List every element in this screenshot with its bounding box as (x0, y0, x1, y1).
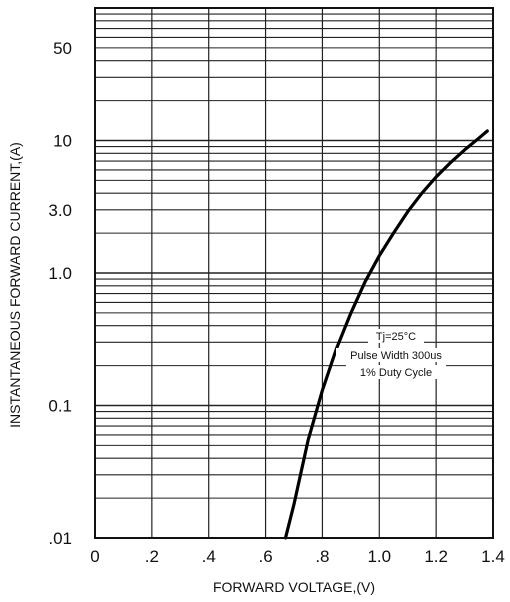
annotation-text: Pulse Width 300us (350, 350, 442, 362)
annotation-text: Tj=25°C (376, 331, 416, 343)
x-tick-label: 0 (90, 547, 99, 566)
y-tick-label: 3.0 (48, 201, 72, 220)
plot-frame (94, 7, 494, 539)
x-tick-label: .8 (315, 547, 329, 566)
x-axis-label: FORWARD VOLTAGE,(V) (213, 579, 375, 595)
series-line (283, 129, 489, 540)
x-tick-label: .6 (258, 547, 272, 566)
y-tick-label: 10 (53, 132, 72, 151)
annotation-background (368, 329, 424, 343)
y-tick-labels: .01 0.1 1.0 3.0 10 50 (48, 39, 72, 548)
y-axis-label: INSTANTANEOUS FORWARD CURRENT,(A) (7, 142, 23, 428)
x-tick-label: .4 (202, 547, 216, 566)
x-tick-label: 1.4 (481, 547, 505, 566)
x-tick-label: 1.2 (424, 547, 448, 566)
grid (95, 8, 493, 538)
x-tick-labels: 0 .2 .4 .6 .8 1.0 1.2 1.4 (90, 547, 505, 566)
annotation-background (336, 348, 456, 362)
y-tick-label: .01 (48, 529, 72, 548)
annotation-block: Tj=25°C Pulse Width 300us 1% Duty Cycle (336, 329, 456, 379)
annotation-text: 1% Duty Cycle (360, 367, 432, 379)
x-tick-label: 1.0 (367, 547, 391, 566)
y-tick-label: 50 (53, 39, 72, 58)
y-tick-label: 0.1 (48, 397, 72, 416)
y-tick-label: 1.0 (48, 264, 72, 283)
annotation-background (346, 365, 446, 379)
series-layer (283, 129, 489, 540)
x-tick-label: .2 (145, 547, 159, 566)
